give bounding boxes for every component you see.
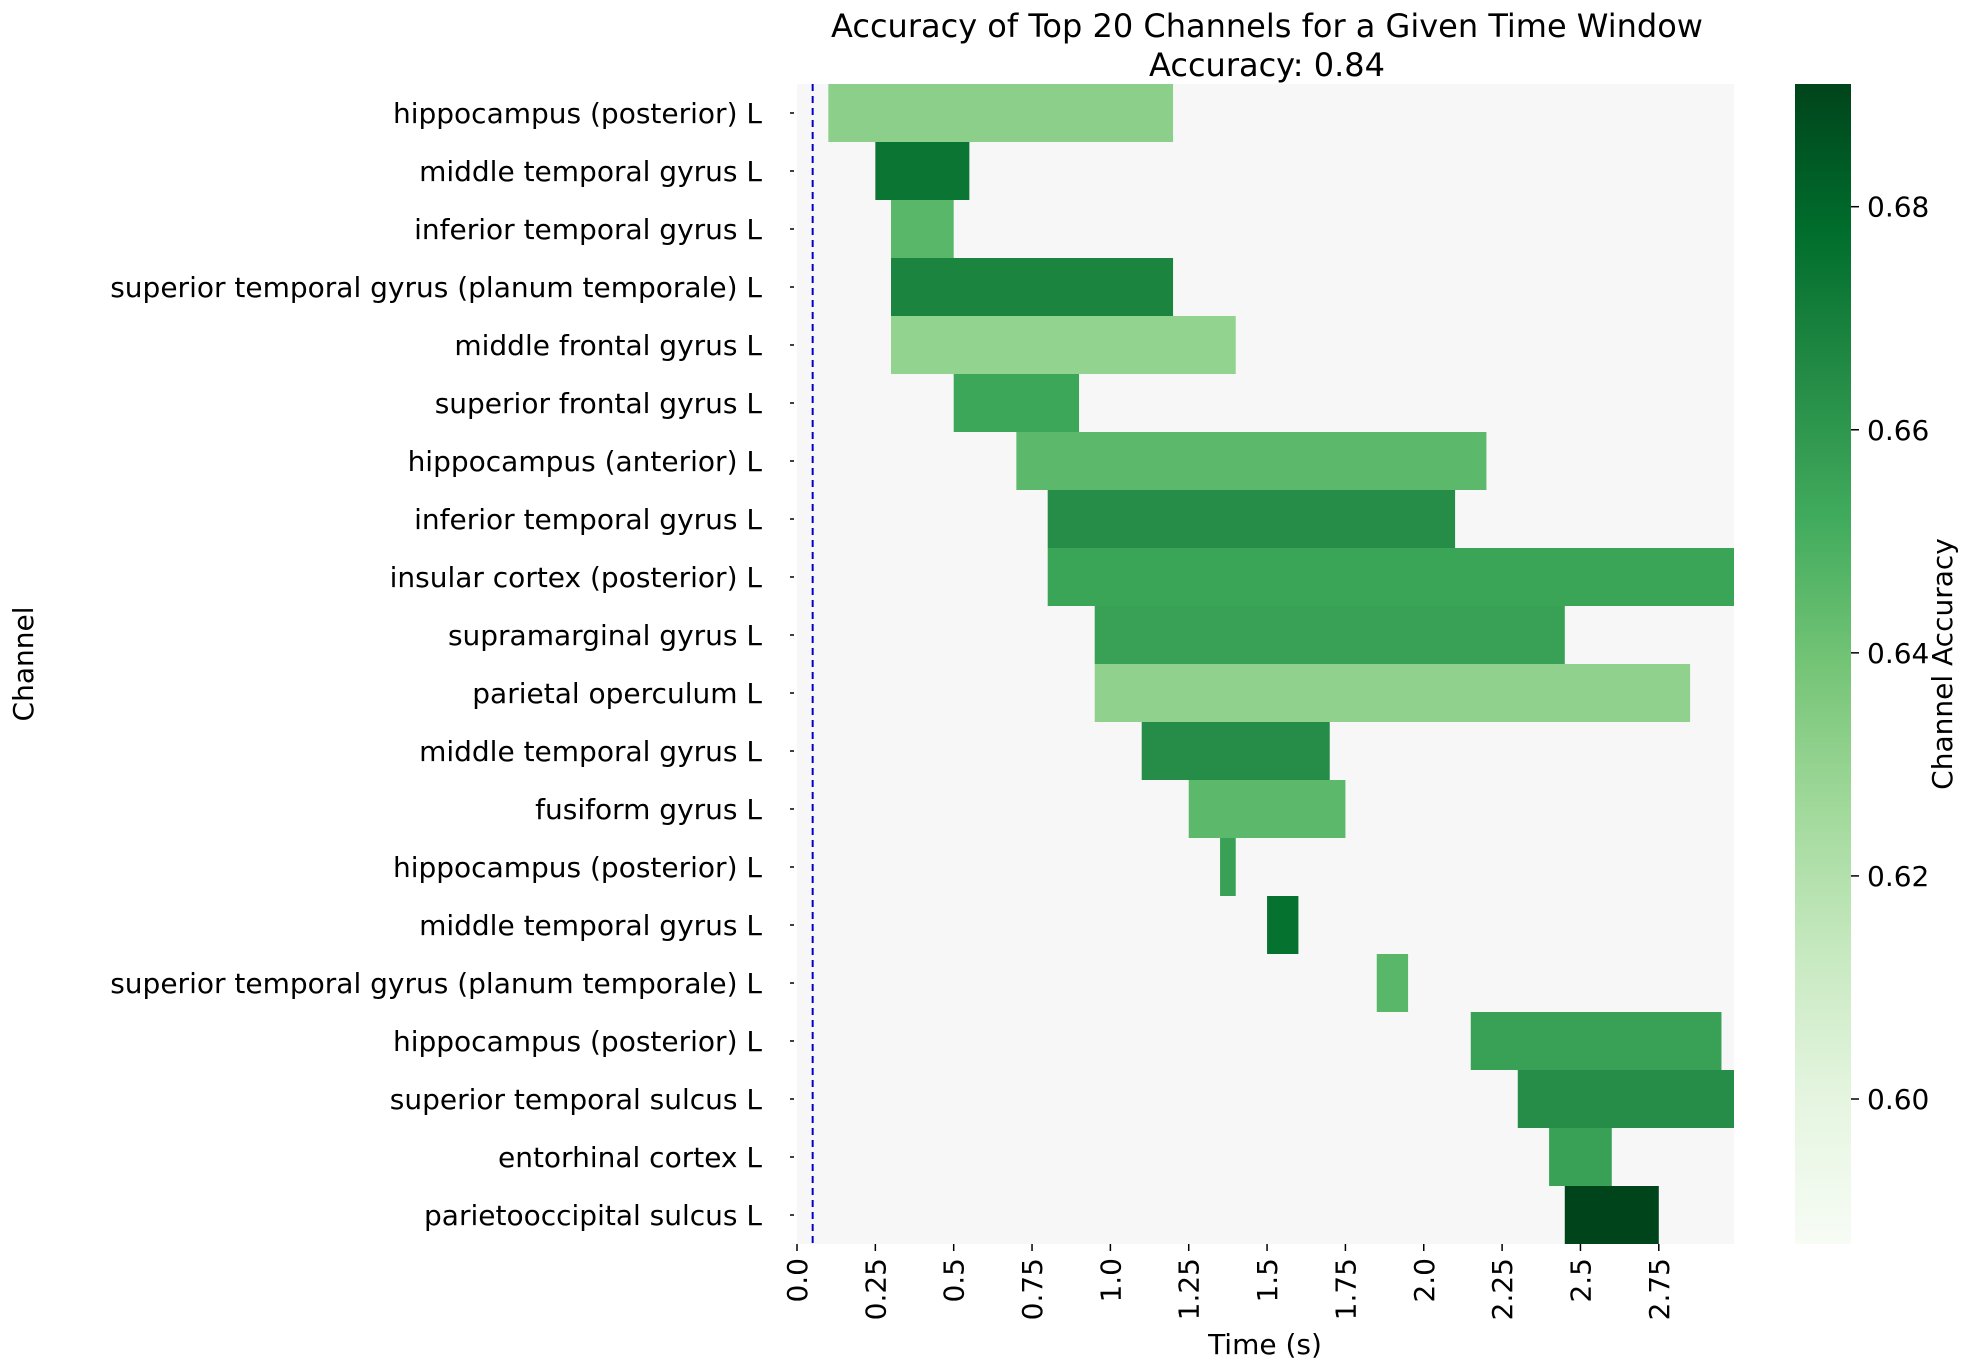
y-tick-label: parietooccipital sulcus L	[424, 1199, 762, 1232]
y-tick-label: hippocampus (posterior) L	[393, 1025, 762, 1058]
x-tick-label: 0.75	[1016, 1258, 1049, 1320]
chart-title: Accuracy of Top 20 Channels for a Given …	[831, 7, 1703, 45]
y-tick-label: parietal operculum L	[472, 677, 762, 710]
heatmap-cell	[1564, 1186, 1659, 1244]
x-axis-ticks: 0.0 0.25 0.5 0.75 1.0 1.25 1.5 1.75 2.0 2.25 2.5 2.…	[781, 1244, 1676, 1320]
colorbar-label: Channel Accuracy	[1926, 538, 1959, 790]
heatmap-cell	[875, 142, 970, 200]
heatmap-cell	[1094, 664, 1691, 722]
y-tick-label: superior temporal sulcus L	[390, 1083, 763, 1116]
heatmap-cell	[891, 316, 1236, 374]
heatmap-cell	[1267, 896, 1299, 954]
heatmap-cell	[1016, 432, 1487, 490]
x-tick-label: 0.0	[781, 1258, 814, 1303]
y-tick-label: supramarginal gyrus L	[448, 619, 762, 652]
y-tick-label: hippocampus (posterior) L	[393, 851, 762, 884]
y-tick-label: inferior temporal gyrus L	[414, 503, 762, 536]
heatmap-cell	[1047, 490, 1456, 548]
y-tick-label: entorhinal cortex L	[498, 1141, 762, 1174]
y-tick-label: middle temporal gyrus L	[419, 909, 762, 942]
heatmap-cell	[828, 84, 1174, 142]
x-tick-label: 1.5	[1251, 1258, 1284, 1303]
heatmap-cell	[891, 200, 954, 258]
heatmap-cell	[1220, 838, 1236, 896]
y-tick-label: superior frontal gyrus L	[435, 387, 763, 420]
colorbar-ticks: 0.60 0.62 0.64 0.66 0.68	[1851, 191, 1929, 1116]
heatmap-cell	[1470, 1012, 1722, 1070]
colorbar-tick-label: 0.68	[1867, 191, 1929, 224]
x-tick-label: 0.25	[859, 1258, 892, 1320]
colorbar-tick-label: 0.66	[1867, 414, 1929, 447]
heatmap-cell	[1549, 1128, 1612, 1186]
heatmap-cell	[1047, 548, 1734, 606]
y-tick-label: fusiform gyrus L	[535, 793, 762, 826]
x-tick-label: 1.0	[1094, 1258, 1127, 1303]
colorbar-tick-label: 0.60	[1867, 1083, 1929, 1116]
chart-subtitle: Accuracy: 0.84	[1149, 46, 1385, 84]
x-tick-label: 1.75	[1329, 1258, 1362, 1320]
x-tick-label: 2.25	[1486, 1258, 1519, 1320]
heatmap-cell	[1376, 954, 1409, 1012]
colorbar-tick-label: 0.64	[1867, 637, 1929, 670]
x-tick-label: 2.75	[1643, 1258, 1676, 1320]
y-tick-label: superior temporal gyrus (planum temporal…	[110, 967, 762, 1000]
heatmap-cell	[891, 258, 1174, 316]
x-tick-label: 0.5	[938, 1258, 971, 1303]
y-tick-label: hippocampus (anterior) L	[408, 445, 763, 478]
y-tick-label: middle temporal gyrus L	[419, 735, 762, 768]
y-tick-label: middle frontal gyrus L	[454, 329, 762, 362]
y-tick-label: superior temporal gyrus (planum temporal…	[110, 271, 762, 304]
x-tick-label: 2.0	[1408, 1258, 1441, 1303]
x-tick-label: 1.25	[1173, 1258, 1206, 1320]
y-axis-ticks: hippocampus (posterior) L middle temporal…	[110, 97, 794, 1232]
heatmap-cell	[1094, 606, 1565, 664]
y-tick-label: insular cortex (posterior) L	[390, 561, 763, 594]
x-axis-label: Time (s)	[1207, 1328, 1322, 1361]
y-axis-label: Channel	[7, 607, 40, 722]
x-tick-label: 2.5	[1564, 1258, 1597, 1303]
colorbar	[1795, 84, 1851, 1244]
y-tick-label: hippocampus (posterior) L	[393, 97, 762, 130]
heatmap-cell	[1517, 1070, 1734, 1128]
y-tick-label: inferior temporal gyrus L	[414, 213, 762, 246]
heatmap-cell	[1188, 780, 1346, 838]
y-tick-label: middle temporal gyrus L	[419, 155, 762, 188]
heatmap-cell	[1141, 722, 1330, 780]
colorbar-tick-label: 0.62	[1867, 860, 1929, 893]
heatmap-cells	[828, 84, 1734, 1244]
heatmap-cell	[953, 374, 1080, 432]
